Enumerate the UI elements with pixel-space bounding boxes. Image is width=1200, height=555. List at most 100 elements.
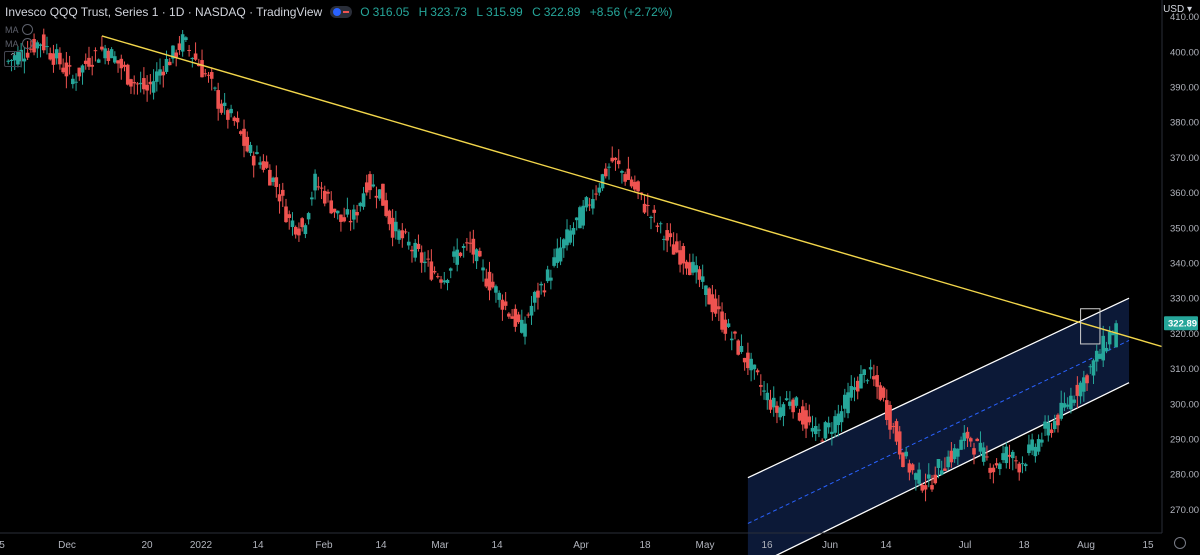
x-tick-label: Apr [573, 540, 589, 551]
candle-body [326, 191, 330, 194]
candle-body [949, 450, 954, 463]
candle-body [1072, 399, 1076, 403]
candle-body [943, 468, 947, 471]
settings-gear-icon[interactable] [1174, 537, 1186, 549]
candle-body [881, 387, 886, 398]
candle-body [125, 64, 130, 85]
candle-body [975, 438, 980, 442]
candle-body [1101, 335, 1105, 361]
candle-body [148, 81, 153, 85]
currency-selector[interactable]: USD ▾ [1163, 4, 1192, 15]
candle-body [358, 202, 363, 207]
candle-body [710, 294, 715, 313]
candle-body [364, 182, 369, 193]
candle-body [306, 213, 311, 220]
candle-body [755, 370, 760, 373]
candle-body [1075, 384, 1080, 396]
candle-body [497, 292, 501, 300]
candle-body [542, 290, 547, 293]
candle-body [193, 53, 198, 60]
candle-body [704, 285, 708, 295]
candle-body [413, 242, 418, 258]
candle-body [587, 204, 592, 206]
candle-body [177, 43, 182, 51]
candle-body [775, 405, 779, 413]
candle-body [242, 128, 246, 146]
market-status-icon[interactable] [330, 6, 353, 18]
candle-body [972, 448, 976, 455]
candle-body [361, 193, 366, 207]
symbol-title[interactable]: Invesco QQQ Trust, Series 1 · 1D · NASDA… [5, 5, 323, 19]
candle-body [38, 44, 43, 46]
price-axis-bg [1162, 0, 1200, 555]
candle-body [513, 308, 518, 327]
candle-body [1059, 402, 1064, 419]
y-tick-label: 370.00 [1170, 153, 1199, 164]
candle-body [342, 217, 346, 222]
candle-body [245, 136, 250, 152]
candle-body [817, 429, 821, 431]
channel-fill [747, 298, 1130, 555]
candle-body [1065, 404, 1070, 407]
candle-body [1043, 421, 1047, 429]
candle-body [768, 399, 773, 410]
candle-body [471, 238, 476, 255]
candle-body [952, 448, 957, 460]
candle-body [784, 398, 789, 401]
y-tick-label: 270.00 [1170, 505, 1199, 516]
candle-body [232, 117, 237, 121]
candle-body [151, 81, 156, 93]
candle-body [213, 87, 217, 89]
candle-body [642, 203, 647, 213]
candle-body [859, 373, 863, 389]
candle-body [742, 357, 747, 363]
candle-body [1082, 377, 1086, 392]
candle-body [571, 228, 576, 235]
candle-body [645, 205, 650, 207]
candle-body [113, 56, 117, 63]
candle-body [96, 59, 101, 63]
candle-body [410, 249, 414, 252]
candle-body [894, 421, 899, 442]
last-price-label: 322.89 [1168, 319, 1197, 330]
candle-body [387, 210, 392, 225]
indicator-ma-1[interactable]: MA [5, 24, 33, 35]
hidden-eye-icon[interactable] [21, 24, 33, 35]
candle-body [300, 218, 304, 228]
indicator-ma-2[interactable]: MA [5, 38, 33, 49]
candle-body [607, 166, 611, 168]
candle-body [552, 257, 556, 266]
candle-body [781, 404, 786, 416]
candle-body [668, 233, 673, 238]
candle-body [691, 261, 695, 273]
y-tick-label: 350.00 [1170, 223, 1199, 234]
candle-body [600, 174, 605, 189]
candle-body [1049, 429, 1054, 434]
candle-body [235, 117, 240, 123]
candle-body [6, 60, 11, 62]
candle-body [368, 174, 372, 191]
candle-body [293, 226, 298, 235]
candle-body [164, 58, 169, 72]
candle-body [694, 265, 699, 273]
collapse-legend-button[interactable]: ⌃ [4, 51, 22, 67]
y-tick-label: 400.00 [1170, 47, 1199, 58]
candle-body [574, 217, 579, 221]
trendline[interactable] [101, 35, 1170, 350]
candle-body [865, 380, 870, 382]
candle-body [778, 407, 782, 418]
candle-body [1111, 332, 1115, 336]
candle-body [465, 242, 469, 244]
candle-body [804, 410, 808, 429]
highlight-box[interactable] [1080, 308, 1101, 345]
candle-body [830, 431, 834, 435]
candle-body [481, 267, 485, 271]
hidden-eye-icon[interactable] [21, 38, 33, 49]
candle-body [717, 306, 721, 310]
candle-body [41, 34, 46, 51]
candle-body [93, 50, 98, 52]
candle-body [87, 57, 91, 67]
candle-body [662, 238, 666, 240]
candle-body [287, 214, 292, 218]
